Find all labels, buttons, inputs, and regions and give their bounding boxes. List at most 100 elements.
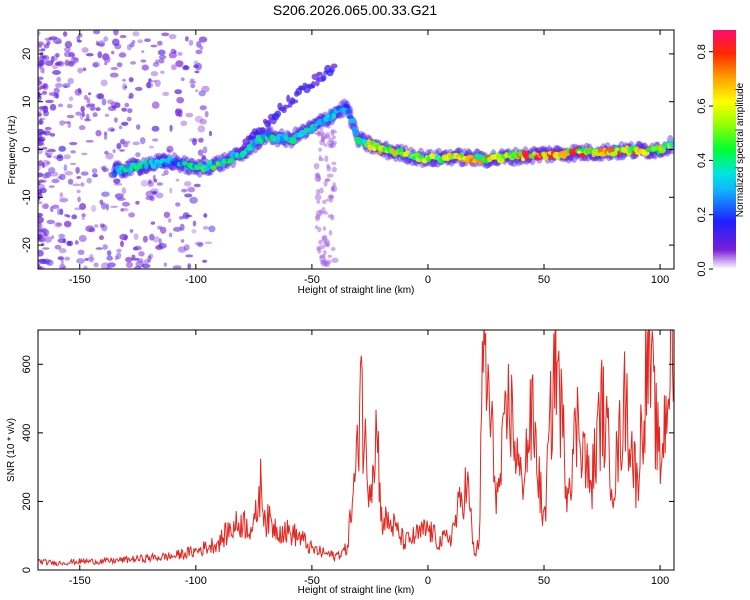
noise-blob [46, 219, 56, 225]
colorbar: 0.0 0.2 0.4 0.6 0.8 Normalized spectral ampl… [696, 30, 746, 277]
noise-blob [140, 59, 147, 63]
noise-blob [92, 61, 101, 68]
noise-blob [321, 199, 327, 204]
noise-blob [111, 105, 117, 109]
spectrogram-x-ticks: -150 -100 -50 0 50 100 [69, 30, 669, 286]
noise-blob [83, 265, 88, 269]
noise-blob [118, 125, 123, 130]
noise-blob [327, 254, 332, 258]
noise-blob [175, 178, 180, 182]
noise-blob [183, 181, 192, 187]
noise-blob [95, 107, 101, 111]
noise-blob [314, 175, 322, 182]
noise-blob [99, 223, 105, 228]
noise-blob [76, 258, 85, 264]
noise-blob [86, 97, 91, 104]
noise-blob [38, 172, 44, 178]
noise-blob [38, 41, 45, 46]
ridge-blob [182, 161, 188, 166]
noise-blob [148, 78, 152, 83]
noise-blob [69, 141, 78, 146]
noise-blob [101, 224, 108, 232]
noise-blob [323, 249, 327, 256]
noise-blob [112, 162, 117, 167]
noise-blob [67, 77, 74, 85]
noise-blob [182, 212, 190, 220]
noise-blob [38, 110, 43, 113]
noise-blob [323, 180, 328, 187]
noise-blob [82, 67, 87, 72]
ridge-blob [129, 166, 134, 172]
noise-blob [42, 173, 48, 179]
noise-blob [313, 163, 320, 170]
noise-blob [176, 96, 185, 104]
noise-blob [192, 220, 197, 227]
noise-blob [128, 77, 134, 83]
noise-blob [109, 72, 119, 78]
noise-blob [42, 83, 48, 89]
noise-blob [180, 120, 188, 127]
noise-blob [38, 112, 42, 117]
noise-blob [57, 103, 64, 108]
noise-blob [189, 137, 198, 143]
noise-blob [195, 241, 204, 246]
noise-blob [136, 124, 141, 130]
noise-blob [79, 203, 87, 210]
noise-blob [39, 76, 44, 80]
noise-blob [78, 125, 86, 131]
noise-blob [195, 115, 203, 123]
noise-blob [59, 208, 64, 216]
noise-blob [193, 60, 199, 66]
noise-blob [185, 36, 189, 42]
noise-blob [38, 77, 41, 84]
noise-blob [169, 124, 173, 132]
noise-blob [321, 206, 326, 214]
noise-blob [331, 257, 339, 263]
noise-blob [103, 133, 108, 140]
noise-blob [194, 70, 200, 74]
noise-blob [107, 262, 116, 268]
noise-blob [157, 40, 163, 46]
noise-blob [68, 52, 75, 58]
noise-blob [106, 250, 112, 257]
noise-blob [143, 169, 149, 174]
noise-blob [43, 43, 50, 49]
noise-blob [44, 150, 49, 157]
noise-blob [95, 247, 104, 250]
noise-blob [131, 40, 136, 44]
noise-blob [148, 179, 152, 184]
noise-blob [95, 93, 103, 99]
noise-blob [323, 241, 329, 247]
noise-blob [85, 140, 94, 143]
noise-blob [67, 178, 74, 185]
noise-blob [163, 169, 169, 176]
noise-blob [38, 31, 41, 36]
noise-blob [64, 256, 71, 261]
noise-blob [138, 251, 145, 257]
noise-blob [38, 229, 44, 233]
noise-blob [180, 239, 185, 243]
noise-blob [156, 182, 163, 186]
noise-blob [66, 240, 71, 246]
colorbar-tick-label: 0.2 [696, 207, 708, 222]
noise-blob [326, 163, 330, 169]
colorbar-tick-label: 0.8 [696, 44, 708, 59]
noise-blob [48, 185, 55, 189]
noise-blob [86, 257, 95, 262]
noise-blob [314, 193, 322, 201]
x-tick-label: 0 [425, 274, 431, 286]
noise-blob [197, 149, 204, 156]
x-tick-label: 50 [538, 575, 550, 587]
ridge-blob [286, 94, 291, 103]
noise-blob [134, 265, 142, 269]
noise-blob [56, 155, 64, 162]
noise-blob [120, 240, 124, 248]
noise-blob [181, 188, 188, 193]
ridge-blob [274, 110, 282, 118]
noise-blob [38, 258, 48, 265]
noise-blob [315, 188, 321, 195]
noise-blob [39, 187, 47, 194]
noise-blob [318, 155, 322, 160]
noise-blob [52, 70, 61, 75]
noise-blob [154, 79, 161, 88]
